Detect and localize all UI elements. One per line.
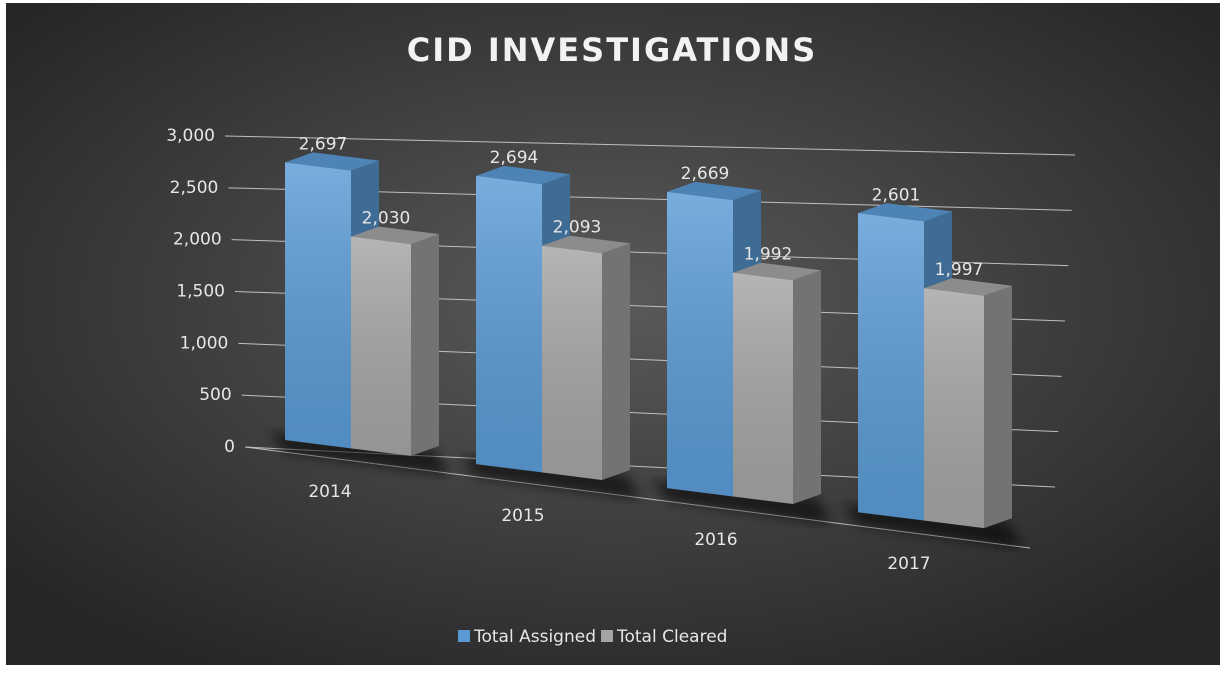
bar-top bbox=[542, 235, 630, 254]
bar-top-shade bbox=[924, 278, 1012, 296]
y-tick-label: 2,500 bbox=[170, 178, 219, 198]
bar-top-shade bbox=[285, 152, 379, 171]
legend-label: Total Assigned bbox=[473, 627, 596, 647]
data-label: 1,997 bbox=[935, 260, 984, 280]
y-tick-label: 1,000 bbox=[180, 333, 229, 353]
bar-top-shade bbox=[733, 262, 821, 281]
y-tick-label: 500 bbox=[199, 385, 231, 405]
bar-side bbox=[793, 270, 821, 505]
data-label: 2,694 bbox=[490, 148, 539, 168]
bar-side-shade bbox=[984, 285, 1012, 529]
bar-front-shade bbox=[542, 245, 602, 480]
x-tick-label: 2017 bbox=[887, 554, 930, 574]
x-tick-label: 2015 bbox=[501, 506, 544, 526]
bar-top bbox=[285, 152, 379, 171]
data-label: 1,992 bbox=[744, 245, 793, 265]
data-label: 2,093 bbox=[553, 218, 602, 238]
bar-top-shade bbox=[476, 165, 570, 185]
bar-front-shade bbox=[351, 236, 411, 456]
bar-side-shade bbox=[602, 243, 630, 480]
legend-swatch bbox=[601, 630, 613, 642]
legend-swatch bbox=[458, 630, 470, 642]
y-tick-label: 1,500 bbox=[176, 282, 225, 302]
bar-top bbox=[476, 165, 570, 185]
y-tick-label: 0 bbox=[224, 437, 235, 457]
y-tick-label: 3,000 bbox=[166, 126, 215, 146]
bar-front-shade bbox=[733, 272, 793, 505]
bar-front-shade bbox=[285, 162, 351, 449]
bar-front-shade bbox=[924, 288, 984, 529]
bar-side-shade bbox=[793, 270, 821, 505]
data-label: 2,669 bbox=[681, 164, 730, 184]
bar-top-shade bbox=[667, 181, 761, 201]
bar-top bbox=[924, 278, 1012, 296]
x-tick-label: 2014 bbox=[308, 482, 351, 502]
bar-front-shade bbox=[476, 175, 542, 473]
data-label: 2,601 bbox=[872, 185, 921, 205]
bar-side bbox=[602, 243, 630, 480]
legend-label: Total Cleared bbox=[616, 627, 727, 647]
data-label: 2,030 bbox=[362, 208, 411, 228]
bar-top bbox=[351, 226, 439, 245]
bar-top bbox=[858, 203, 952, 222]
data-label: 2,697 bbox=[299, 134, 348, 154]
bar-side-shade bbox=[411, 234, 439, 456]
bar-top-shade bbox=[351, 226, 439, 245]
bar-side bbox=[984, 285, 1012, 529]
plot: 0 500 1,000 1,500 2,000 2,500 3,000 2,697 2,030 2… bbox=[166, 126, 1076, 647]
bar-top bbox=[733, 262, 821, 281]
y-tick-label: 2,000 bbox=[173, 230, 222, 250]
grid-line bbox=[224, 135, 1076, 156]
bar-top-shade bbox=[858, 203, 952, 222]
bar-side bbox=[411, 234, 439, 456]
bar-front-shade bbox=[858, 213, 924, 521]
bar-top bbox=[667, 181, 761, 201]
bar-front-shade bbox=[667, 191, 733, 497]
x-tick-label: 2016 bbox=[694, 530, 737, 550]
chart-title: CID INVESTIGATIONS bbox=[407, 31, 818, 69]
bar-top-shade bbox=[542, 235, 630, 254]
